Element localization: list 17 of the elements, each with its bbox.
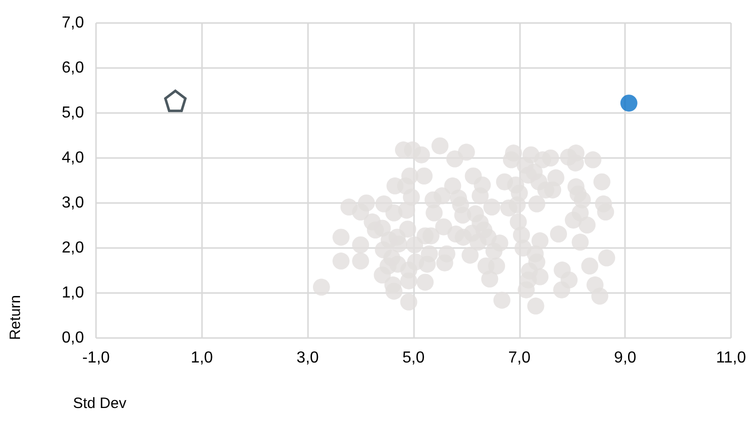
y-axis-title: Return [7,294,24,340]
y-tick-label: 2,0 [62,240,84,256]
x-tick-label: 11,0 [716,350,746,366]
y-tick-label: 4,0 [62,150,84,166]
x-tick-label: 7,0 [508,350,531,366]
x-tick-label: 3,0 [296,350,319,366]
x-axis-title: Std Dev [73,395,127,412]
y-tick-label: 7,0 [62,14,84,32]
y-tick-label: 3,0 [62,194,84,212]
x-tick-label: 1,0 [190,350,214,366]
y-tick-label: 6,0 [62,60,84,76]
x-tick-label: 9,0 [614,350,636,366]
y-tick-label: 1,0 [62,284,84,302]
x-tick-label: -1,0 [82,350,110,366]
y-tick-label: 0,0 [62,330,84,346]
x-tick-label: 5,0 [402,350,425,366]
y-tick-label: 5,0 [62,104,84,122]
